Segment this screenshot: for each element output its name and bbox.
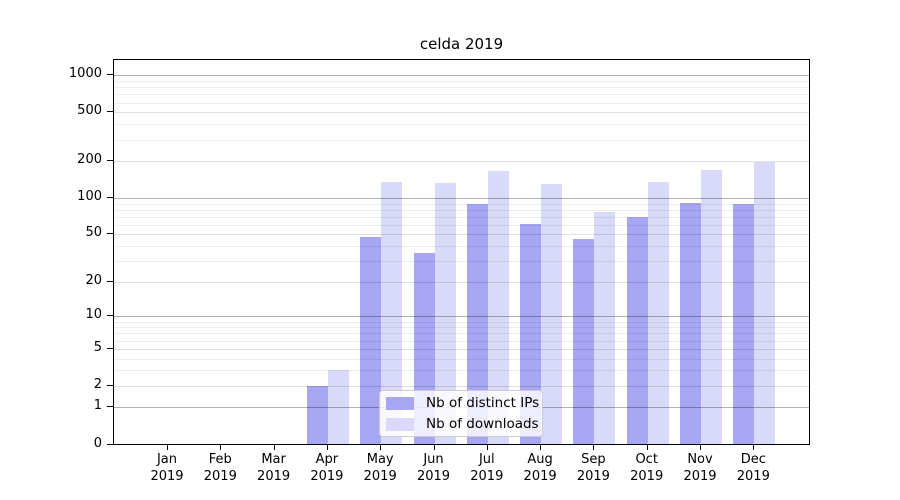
y-tick-label-10: 10 bbox=[85, 307, 102, 323]
x-tick-label-month-jan: Jan bbox=[156, 452, 178, 467]
x-tick-label-month-sep: Sep bbox=[581, 452, 606, 467]
x-tick-label-year-nov: 2019 bbox=[683, 469, 717, 484]
x-tick-label-month-mar: Mar bbox=[261, 452, 286, 467]
bar-downloads-apr bbox=[327, 370, 349, 444]
x-tick-label-month-feb: Feb bbox=[208, 452, 232, 467]
x-tick-mark-jul bbox=[486, 445, 488, 450]
x-tick-mark-oct bbox=[646, 445, 648, 450]
bar-distinct-ips-aug bbox=[520, 224, 542, 444]
legend-item-downloads: Nb of downloads bbox=[386, 416, 539, 432]
x-tick-label-month-jul: Jul bbox=[478, 452, 495, 467]
x-tick-label-year-oct: 2019 bbox=[630, 469, 664, 484]
x-tick-label-year-aug: 2019 bbox=[523, 469, 557, 484]
legend-label-distinct-ips: Nb of distinct IPs bbox=[426, 395, 540, 411]
bar-distinct-ips-dec bbox=[733, 203, 755, 444]
x-tick-mark-apr bbox=[326, 445, 328, 450]
y-tick-label-2: 2 bbox=[93, 376, 102, 392]
x-tick-label-year-feb: 2019 bbox=[203, 469, 237, 484]
y-tick-label-100: 100 bbox=[77, 188, 102, 204]
y-tick-label-500: 500 bbox=[77, 103, 102, 119]
x-tick-mark-feb bbox=[220, 445, 222, 450]
x-tick-label-year-may: 2019 bbox=[363, 469, 397, 484]
legend-label-downloads: Nb of downloads bbox=[426, 416, 539, 432]
bar-distinct-ips-nov bbox=[680, 202, 701, 444]
x-tick-label-month-apr: Apr bbox=[315, 452, 339, 467]
bar-downloads-sep bbox=[594, 211, 616, 444]
y-tick-mark-200 bbox=[107, 160, 113, 162]
y-tick-mark-50 bbox=[107, 233, 113, 235]
y-tick-mark-1000 bbox=[107, 74, 113, 76]
x-tick-label-year-jan: 2019 bbox=[150, 469, 184, 484]
y-tick-label-1000: 1000 bbox=[68, 66, 102, 82]
y-tick-label-200: 200 bbox=[77, 152, 102, 168]
x-tick-label-year-apr: 2019 bbox=[310, 469, 344, 484]
x-tick-mark-jun bbox=[433, 445, 435, 450]
bar-distinct-ips-jul bbox=[466, 203, 488, 444]
bar-downloads-jun bbox=[434, 183, 456, 444]
bar-downloads-may bbox=[381, 182, 403, 444]
legend-swatch-downloads bbox=[386, 417, 414, 431]
x-tick-label-year-mar: 2019 bbox=[257, 469, 291, 484]
x-tick-label-month-may: May bbox=[366, 452, 394, 467]
x-tick-mark-may bbox=[380, 445, 382, 450]
chart-title: celda 2019 bbox=[419, 35, 504, 53]
bar-downloads-aug bbox=[541, 184, 563, 444]
y-tick-mark-20 bbox=[107, 280, 113, 282]
plot-area bbox=[113, 59, 810, 445]
bar-distinct-ips-oct bbox=[626, 216, 648, 444]
y-tick-label-20: 20 bbox=[85, 272, 102, 288]
x-tick-label-month-oct: Oct bbox=[635, 452, 658, 467]
x-tick-label-year-sep: 2019 bbox=[576, 469, 610, 484]
x-tick-mark-aug bbox=[540, 445, 542, 450]
y-tick-label-5: 5 bbox=[93, 339, 102, 355]
x-tick-label-year-dec: 2019 bbox=[736, 469, 770, 484]
bar-downloads-oct bbox=[647, 182, 669, 444]
x-tick-label-month-nov: Nov bbox=[687, 452, 713, 467]
x-tick-label-month-dec: Dec bbox=[740, 452, 766, 467]
bar-downloads-nov bbox=[701, 169, 722, 444]
legend-swatch-distinct-ips bbox=[386, 396, 414, 410]
bars-layer bbox=[114, 60, 809, 444]
y-tick-mark-10 bbox=[107, 315, 113, 317]
x-tick-label-month-jun: Jun bbox=[423, 452, 444, 467]
y-tick-label-1: 1 bbox=[93, 398, 102, 414]
legend-item-distinct-ips: Nb of distinct IPs bbox=[386, 395, 540, 411]
y-tick-mark-0 bbox=[107, 443, 113, 445]
bar-downloads-dec bbox=[754, 162, 776, 444]
x-tick-mark-nov bbox=[700, 445, 701, 450]
y-tick-mark-500 bbox=[107, 111, 113, 113]
x-tick-mark-mar bbox=[273, 445, 275, 450]
x-tick-label-year-jun: 2019 bbox=[416, 469, 451, 484]
x-tick-label-year-jul: 2019 bbox=[470, 469, 504, 484]
bar-distinct-ips-sep bbox=[573, 238, 595, 444]
y-tick-mark-2 bbox=[107, 384, 113, 386]
legend: Nb of distinct IPs Nb of downloads bbox=[379, 390, 543, 437]
y-tick-mark-1 bbox=[107, 406, 113, 408]
x-tick-mark-sep bbox=[593, 445, 595, 450]
y-tick-label-0: 0 bbox=[93, 435, 102, 451]
bar-distinct-ips-apr bbox=[306, 385, 328, 444]
x-tick-label-month-aug: Aug bbox=[527, 452, 553, 467]
x-tick-mark-jan bbox=[167, 445, 168, 450]
y-tick-label-50: 50 bbox=[85, 225, 102, 241]
y-tick-mark-100 bbox=[107, 196, 113, 198]
x-tick-mark-dec bbox=[753, 445, 755, 450]
bar-distinct-ips-may bbox=[360, 236, 382, 444]
bar-downloads-jul bbox=[487, 171, 509, 444]
y-tick-mark-5 bbox=[107, 347, 113, 349]
